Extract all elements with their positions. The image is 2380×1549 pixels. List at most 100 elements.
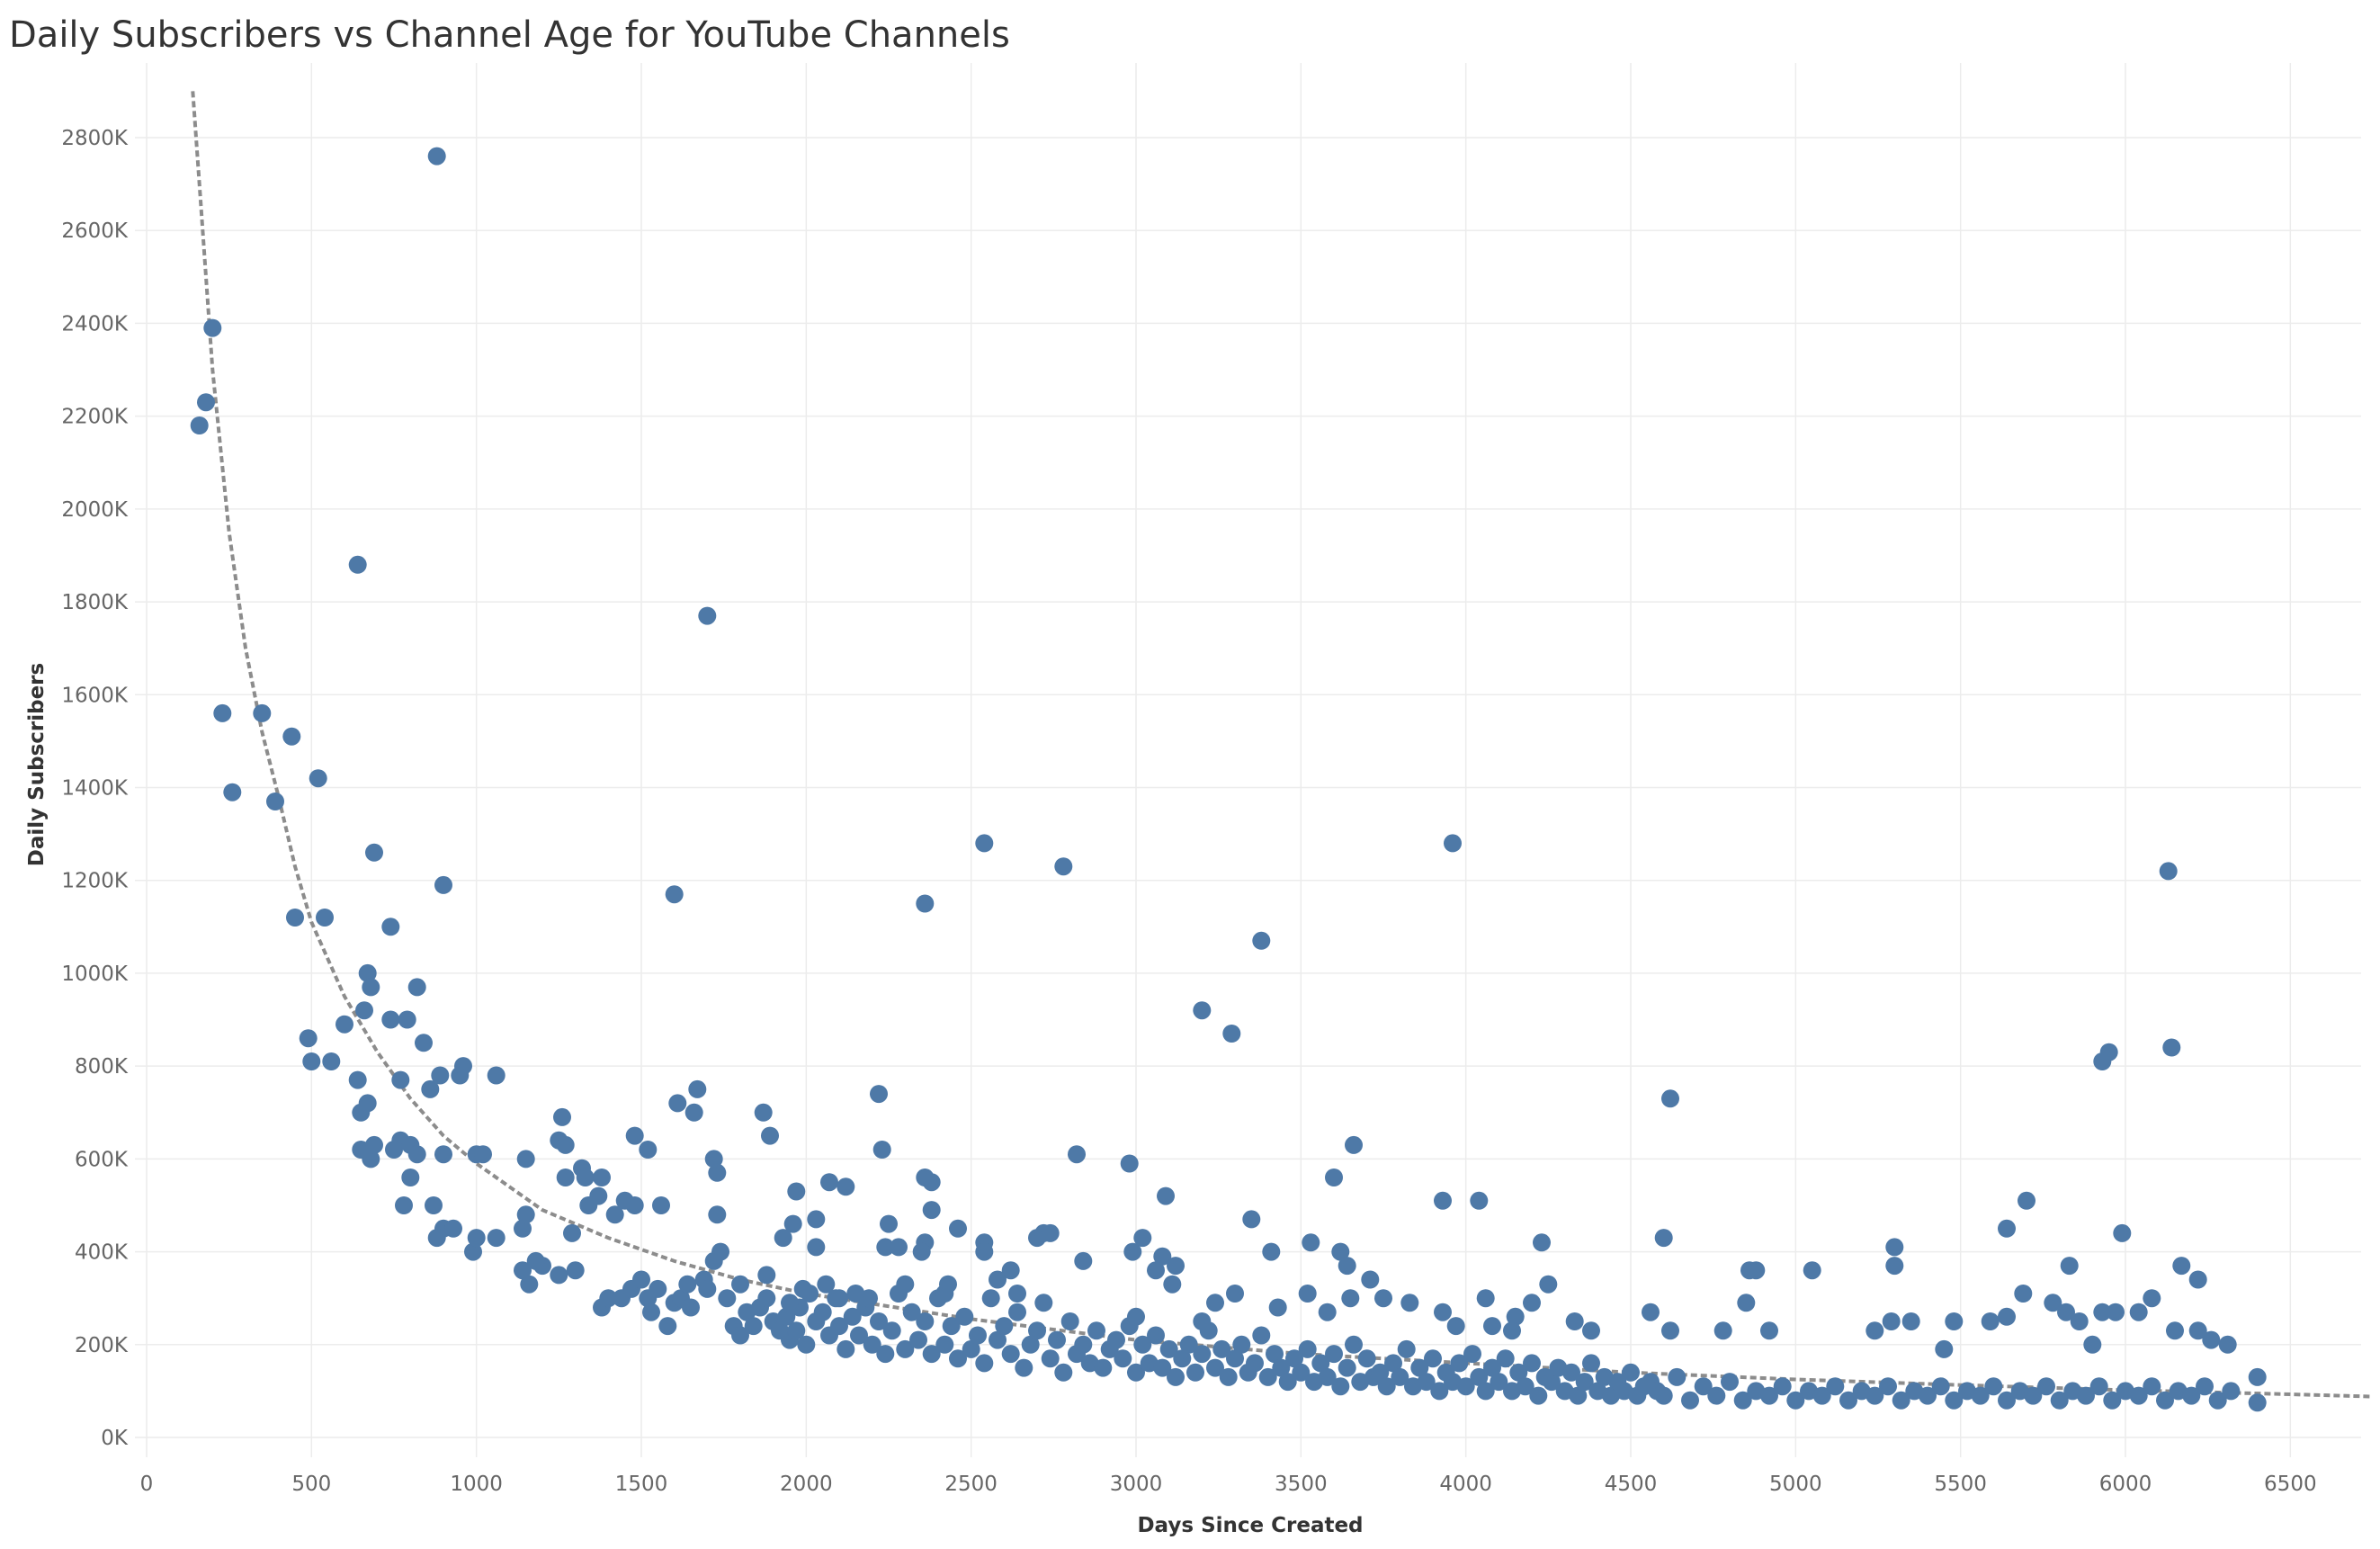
data-point: [2070, 1312, 2089, 1330]
data-point: [1338, 1257, 1356, 1276]
data-point: [434, 875, 452, 894]
y-tick-label: 2000K: [61, 498, 129, 522]
data-point: [1318, 1367, 1337, 1386]
data-point: [1074, 1251, 1093, 1270]
data-point: [820, 1173, 838, 1192]
data-point: [1901, 1312, 1920, 1330]
data-point: [1179, 1335, 1198, 1354]
data-point: [781, 1294, 799, 1312]
data-point: [1397, 1339, 1416, 1358]
data-point: [1001, 1261, 1020, 1280]
data-point: [1226, 1285, 1244, 1303]
data-point: [336, 1015, 353, 1034]
data-point: [995, 1317, 1014, 1336]
data-point: [1569, 1386, 1588, 1405]
data-point: [2208, 1391, 2227, 1410]
data-point: [1357, 1349, 1376, 1368]
data-point: [797, 1335, 816, 1354]
data-point: [962, 1339, 980, 1358]
data-point: [1931, 1377, 1950, 1396]
data-point: [1107, 1330, 1125, 1349]
data-point: [754, 1103, 773, 1122]
data-point: [843, 1307, 862, 1326]
x-tick-label: 500: [291, 1473, 331, 1496]
data-point: [1483, 1358, 1501, 1377]
data-point: [2166, 1321, 2184, 1340]
data-point: [1034, 1294, 1053, 1312]
data-point: [1087, 1321, 1105, 1340]
data-point: [1622, 1363, 1640, 1382]
data-point: [975, 1242, 994, 1261]
data-point: [605, 1205, 624, 1224]
data-point: [731, 1326, 749, 1345]
data-point: [1470, 1367, 1489, 1386]
data-point: [1882, 1312, 1901, 1330]
data-point: [514, 1261, 532, 1280]
data-point: [1509, 1363, 1528, 1382]
data-point: [1839, 1391, 1857, 1410]
data-point: [556, 1135, 575, 1154]
y-tick-label: 1000K: [61, 963, 129, 986]
data-point: [783, 1214, 802, 1233]
data-point: [579, 1196, 598, 1214]
data-point: [1159, 1339, 1178, 1358]
data-point: [1206, 1358, 1224, 1377]
data-point: [1325, 1345, 1343, 1364]
data-point: [1430, 1382, 1449, 1401]
data-point: [1193, 1345, 1212, 1364]
data-point: [1318, 1303, 1337, 1321]
data-point: [1737, 1294, 1756, 1312]
data-point: [1523, 1354, 1541, 1373]
data-point: [516, 1150, 535, 1168]
data-point: [563, 1223, 581, 1242]
y-tick-label: 1800K: [61, 591, 129, 614]
data-point: [1562, 1363, 1580, 1382]
chart-title: Daily Subscribers vs Channel Age for You…: [9, 14, 1010, 56]
data-point: [813, 1303, 832, 1321]
data-point: [1945, 1312, 1964, 1330]
data-point: [1391, 1367, 1409, 1386]
data-point: [1232, 1335, 1251, 1354]
data-point: [639, 1141, 658, 1159]
data-point: [731, 1275, 749, 1294]
x-tick-label: 3000: [1110, 1473, 1163, 1496]
data-point: [682, 1298, 700, 1317]
data-point: [761, 1126, 779, 1145]
data-point: [391, 1070, 410, 1089]
data-point: [1074, 1335, 1093, 1354]
data-point: [197, 393, 215, 412]
data-point: [902, 1303, 921, 1321]
data-point: [1668, 1367, 1687, 1386]
data-point: [1157, 1186, 1175, 1205]
data-point: [1582, 1354, 1600, 1373]
data-point: [942, 1317, 961, 1336]
data-point: [1654, 1229, 1673, 1248]
data-point: [1345, 1335, 1363, 1354]
data-point: [1212, 1339, 1231, 1358]
data-point: [1984, 1377, 2003, 1396]
data-point: [1298, 1285, 1317, 1303]
data-point: [1371, 1363, 1390, 1382]
data-point: [1068, 1145, 1086, 1164]
x-tick-label: 4500: [1605, 1473, 1658, 1496]
data-point: [658, 1317, 677, 1336]
data-point: [1298, 1339, 1317, 1358]
data-point: [1681, 1391, 1699, 1410]
data-point: [2044, 1294, 2062, 1312]
x-tick-label: 5000: [1769, 1473, 1822, 1496]
y-tick-label: 2400K: [61, 312, 129, 336]
data-point: [922, 1345, 941, 1364]
data-point: [1021, 1335, 1040, 1354]
data-point: [1661, 1321, 1679, 1340]
data-point: [1981, 1312, 2000, 1330]
data-point: [2103, 1391, 2122, 1410]
data-point: [1127, 1363, 1145, 1382]
data-point: [896, 1275, 915, 1294]
data-point: [1331, 1377, 1350, 1396]
data-point: [444, 1219, 462, 1238]
data-point: [837, 1339, 855, 1358]
data-point: [487, 1229, 506, 1248]
data-point: [1582, 1321, 1600, 1340]
data-point: [652, 1196, 670, 1214]
data-point: [415, 1034, 433, 1052]
